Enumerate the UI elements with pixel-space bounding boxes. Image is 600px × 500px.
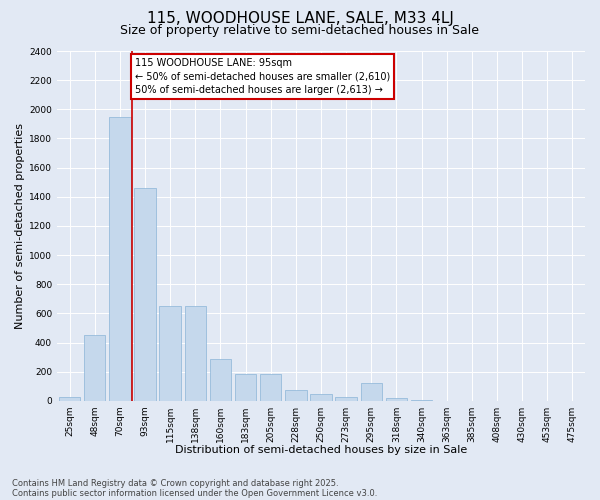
Bar [84,336,106,401]
Y-axis label: Number of semi-detached properties: Number of semi-detached properties [15,123,25,329]
Bar [310,394,332,401]
Bar [134,188,156,401]
Bar [109,116,131,401]
Text: 115 WOODHOUSE LANE: 95sqm
← 50% of semi-detached houses are smaller (2,610)
50% : 115 WOODHOUSE LANE: 95sqm ← 50% of semi-… [135,58,390,94]
Bar [160,306,181,401]
Bar [361,384,382,401]
Bar [260,374,281,401]
Text: Size of property relative to semi-detached houses in Sale: Size of property relative to semi-detach… [121,24,479,37]
Bar [285,390,307,401]
Text: Contains HM Land Registry data © Crown copyright and database right 2025.
Contai: Contains HM Land Registry data © Crown c… [12,478,377,498]
Bar [185,306,206,401]
Bar [411,400,432,401]
Bar [335,398,357,401]
Bar [210,358,231,401]
Bar [235,374,256,401]
X-axis label: Distribution of semi-detached houses by size in Sale: Distribution of semi-detached houses by … [175,445,467,455]
Bar [59,398,80,401]
Bar [386,398,407,401]
Text: 115, WOODHOUSE LANE, SALE, M33 4LJ: 115, WOODHOUSE LANE, SALE, M33 4LJ [146,12,454,26]
